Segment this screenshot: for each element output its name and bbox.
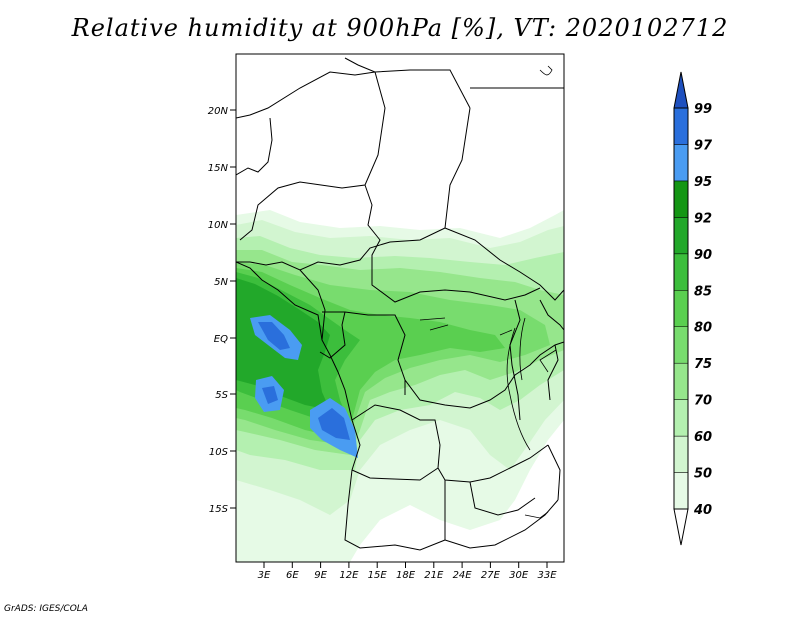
colorbar-box <box>673 217 689 255</box>
lat-tick-label: 15S <box>209 504 229 515</box>
lon-tick-label: 24E <box>453 570 473 581</box>
colorbar-box <box>673 253 689 291</box>
lat-tick-label: 10N <box>208 220 229 231</box>
lat-tick-label: 15N <box>208 163 229 174</box>
colorbar-box <box>673 290 689 327</box>
lon-tick-label: 6E <box>286 570 299 581</box>
lon-tick-label: 9E <box>314 570 327 581</box>
humidity-field <box>236 54 564 562</box>
lat-tick-label: 5N <box>214 277 228 288</box>
colorbar-box <box>673 362 689 400</box>
colorbar-label: 90 <box>694 248 712 263</box>
colorbar-box <box>673 180 689 218</box>
lat-tick-label: 20N <box>208 106 229 117</box>
colorbar-label: 92 <box>694 211 712 226</box>
map-frame <box>235 53 565 563</box>
lon-tick-label: 33E <box>537 570 557 581</box>
lon-tick-label: 12E <box>339 570 359 581</box>
colorbar-box <box>673 472 689 510</box>
lon-tick-label: 15E <box>368 570 388 581</box>
colorbar-arrow-low <box>673 508 689 546</box>
colorbar-label: 40 <box>693 503 712 518</box>
colorbar-frame <box>673 107 689 510</box>
colorbar: 40 50 60 70 75 80 85 90 92 95 97 99 <box>673 71 713 546</box>
colorbar-label: 80 <box>694 321 712 336</box>
colorbar-label: 85 <box>694 284 712 299</box>
lon-tick-label: 27E <box>481 570 501 581</box>
colorbar-label: 95 <box>694 175 712 190</box>
colorbar-label: 70 <box>694 394 712 409</box>
lon-tick-label: 3E <box>258 570 271 581</box>
colorbar-label: 97 <box>694 138 713 153</box>
lon-tick-label: 18E <box>396 570 416 581</box>
colorbar-label: 60 <box>694 430 712 445</box>
colorbar-box <box>673 107 689 145</box>
colorbar-box <box>673 435 689 473</box>
grads-credit: GrADS: IGES/COLA <box>4 604 88 614</box>
lat-tick-label: 10S <box>209 447 229 458</box>
colorbar-label: 75 <box>694 357 712 372</box>
colorbar-label: 99 <box>694 102 712 117</box>
longitude-axis: 3E 6E 9E 12E 15E 18E 21E 24E 27E 30E 33E <box>258 562 557 581</box>
colorbar-box <box>673 399 689 437</box>
lat-tick-label: EQ <box>214 334 228 345</box>
lat-tick-label: 5S <box>215 390 228 401</box>
country-borders <box>236 57 564 551</box>
colorbar-label: 50 <box>694 467 712 482</box>
colorbar-box <box>673 326 689 364</box>
lon-tick-label: 21E <box>424 570 444 581</box>
colorbar-box <box>673 144 689 182</box>
lon-tick-label: 30E <box>509 570 529 581</box>
latitude-axis: 20N 15N 10N 5N EQ 5S 10S 15S <box>208 106 236 515</box>
colorbar-arrow-high <box>673 71 689 109</box>
chart-title: Relative humidity at 900hPa [%], VT: 202… <box>71 14 729 42</box>
humidity-contour-97 <box>258 322 350 440</box>
